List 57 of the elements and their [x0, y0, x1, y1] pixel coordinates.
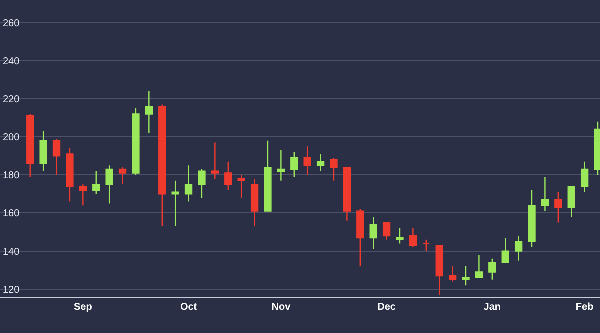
x-tick-label: Nov [272, 302, 292, 313]
candlestick [343, 166, 352, 222]
candlestick [580, 161, 589, 193]
x-tick-label: Dec [378, 302, 396, 313]
candlestick [92, 170, 100, 195]
y-tick-label: 220 [3, 94, 20, 106]
candlestick [488, 258, 496, 280]
candlestick [422, 239, 430, 252]
x-tick-label: Oct [180, 302, 198, 313]
candlestick [304, 146, 312, 176]
candlestick [316, 154, 325, 172]
candlestick [79, 184, 87, 206]
candlestick [554, 192, 562, 224]
candlestick [264, 140, 272, 212]
candlestick [462, 266, 470, 286]
candlestick [514, 235, 523, 262]
candlestick [277, 150, 286, 182]
candlestick [172, 180, 180, 228]
candlestick [158, 104, 166, 228]
candlestick [40, 130, 48, 172]
candlestick [184, 165, 193, 202]
x-tick-label: Jan [484, 302, 502, 313]
candlestick [502, 237, 510, 264]
candlestick [290, 152, 298, 178]
y-tick-label: 140 [3, 246, 20, 258]
y-tick-label: 260 [3, 18, 20, 30]
candlestick [66, 148, 74, 202]
y-tick-label: 240 [3, 56, 20, 68]
candlestick [330, 157, 338, 182]
candlestick [528, 190, 536, 248]
candlestick [356, 208, 364, 268]
candlestick [224, 161, 232, 191]
candlestick [26, 114, 34, 178]
y-tick-label: 180 [3, 170, 20, 182]
candlestick [370, 216, 378, 250]
candlestick [396, 228, 404, 244]
candlestick [238, 174, 246, 199]
candlestick [436, 245, 444, 296]
y-tick-label: 200 [3, 132, 20, 144]
candlestick [145, 90, 154, 134]
candlestick [541, 176, 550, 212]
candlestick [409, 228, 418, 248]
candlestick [250, 178, 259, 228]
candlestick [118, 166, 127, 186]
y-tick-label: 120 [3, 284, 20, 296]
y-tick-label: 160 [3, 208, 20, 220]
candlestick [382, 222, 391, 240]
candlestick [106, 165, 114, 204]
x-tick-label: Feb [576, 302, 594, 313]
candlestick [132, 108, 140, 176]
candlestick [568, 186, 576, 218]
candlestick [475, 254, 484, 279]
x-tick-label: Sep [74, 302, 92, 313]
candlestick [211, 142, 220, 180]
candlestick [52, 138, 61, 176]
candlestick [448, 266, 457, 282]
candlestick [198, 168, 206, 199]
